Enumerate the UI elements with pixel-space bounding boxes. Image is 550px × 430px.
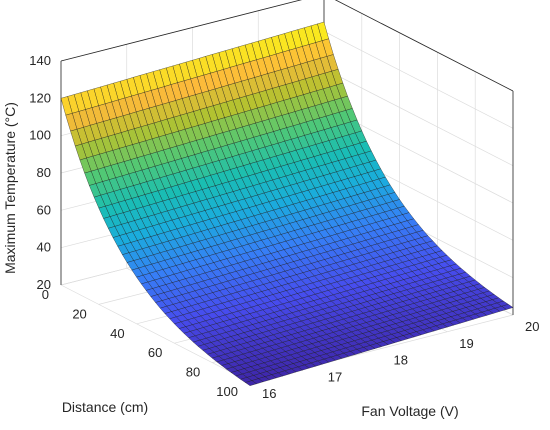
- x-tick-label: 20: [525, 319, 539, 334]
- x-axis-label: Fan Voltage (V): [361, 403, 458, 419]
- x-tick-label: 16: [262, 386, 276, 401]
- grid-line-side-z: [323, 68, 514, 166]
- surface-layer: [60, 21, 514, 386]
- x-tick-label: 19: [459, 336, 473, 351]
- grid-line-side-z: [323, 31, 514, 129]
- surface-cell: [244, 380, 258, 386]
- x-tick-label: 18: [394, 353, 408, 368]
- z-tick-label: 140: [29, 53, 51, 68]
- x-tick-label: 17: [328, 369, 342, 384]
- y-tick-label: 0: [42, 287, 49, 302]
- grid-line-floor-x: [60, 284, 251, 383]
- box-edge: [334, 0, 514, 92]
- z-tick-label: 20: [37, 277, 51, 292]
- y-tick-label: 80: [186, 365, 200, 380]
- y-tick-label: 60: [148, 345, 162, 360]
- y-tick-label: 100: [216, 384, 238, 399]
- box-edge: [60, 0, 303, 62]
- z-tick-label: 80: [37, 165, 51, 180]
- z-tick-label: 60: [37, 202, 51, 217]
- z-tick-label: 40: [37, 240, 51, 255]
- z-axis-label: Maximum Temperature (°C): [2, 102, 18, 274]
- y-tick-label: 20: [72, 306, 86, 321]
- z-tick-label: 100: [29, 128, 51, 143]
- z-tick-label: 120: [29, 90, 51, 105]
- y-axis-label: Distance (cm): [62, 399, 148, 415]
- y-tick-label: 40: [110, 326, 124, 341]
